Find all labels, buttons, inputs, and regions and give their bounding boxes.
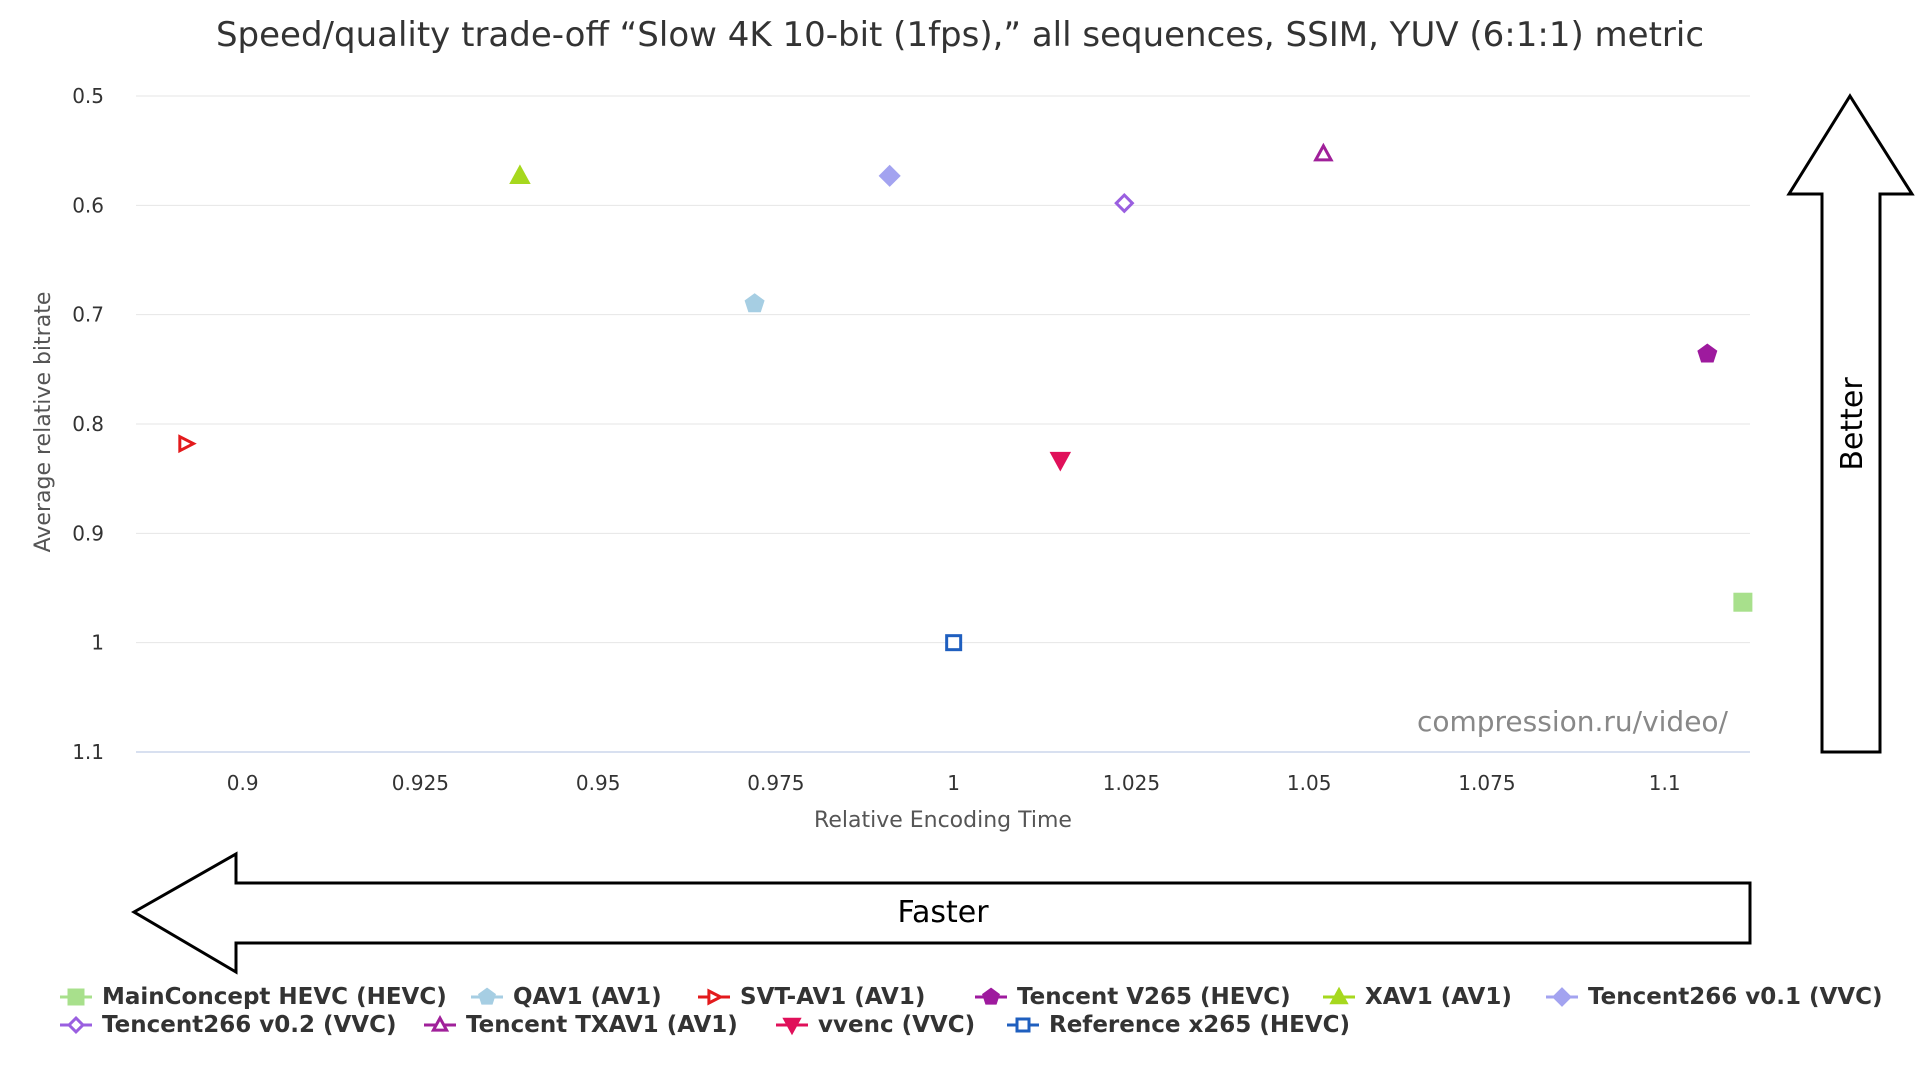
legend-item[interactable]: Tencent266 v0.1 (VVC): [1546, 984, 1882, 1010]
diamond-marker-icon: [878, 164, 901, 187]
legend-item[interactable]: QAV1 (AV1): [471, 984, 662, 1010]
y-tick-label: 0.7: [72, 303, 104, 327]
legend-item[interactable]: vvenc (VVC): [776, 1012, 975, 1038]
watermark-text: compression.ru/video/: [1417, 705, 1729, 738]
faster-arrow-icon: [131, 851, 1752, 975]
diamond-open-marker-icon: [66, 1015, 86, 1035]
data-point[interactable]: [1697, 343, 1718, 363]
legend-item[interactable]: Reference x265 (HEVC): [1007, 1012, 1350, 1038]
legend-item[interactable]: XAV1 (AV1): [1323, 984, 1512, 1010]
x-tick-label: 0.975: [747, 771, 804, 795]
x-tick-label: 1.1: [1649, 771, 1681, 795]
legend-label: MainConcept HEVC (HEVC): [102, 984, 447, 1010]
faster-arrow: Faster: [131, 851, 1752, 975]
square-marker-icon: [1733, 592, 1753, 612]
better-label: Better: [1835, 377, 1870, 471]
legend-item[interactable]: Tencent266 v0.2 (VVC): [60, 1012, 396, 1038]
data-point[interactable]: [1733, 592, 1753, 612]
data-point[interactable]: [178, 434, 197, 454]
triangle-right-open-marker-icon: [707, 988, 724, 1006]
x-tick-label: 1.025: [1103, 771, 1160, 795]
chart-legend: MainConcept HEVC (HEVC) QAV1 (AV1) SVT-AV1…: [60, 984, 1882, 1038]
pentagon-marker-icon: [982, 987, 1000, 1005]
legend-label: Tencent TXAV1 (AV1): [466, 1012, 738, 1038]
y-tick-label: 0.5: [72, 84, 104, 108]
y-axis-ticks: 0.5 0.6 0.7 0.8 0.9 1 1.1: [72, 84, 104, 764]
chart-title: Speed/quality trade-off “Slow 4K 10-bit …: [216, 15, 1704, 55]
data-point[interactable]: [1313, 142, 1334, 162]
triangle-up-open-marker-icon: [1313, 142, 1334, 162]
y-tick-label: 1: [91, 631, 104, 655]
y-tick-label: 0.8: [72, 412, 104, 436]
legend-item[interactable]: SVT-AV1 (AV1): [698, 984, 925, 1010]
y-tick-label: 0.9: [72, 521, 104, 545]
legend-label: Tencent266 v0.2 (VVC): [102, 1012, 396, 1038]
diamond-marker-icon: [1552, 987, 1572, 1007]
triangle-down-marker-icon: [1049, 451, 1072, 472]
x-tick-label: 0.95: [576, 771, 621, 795]
data-point[interactable]: [878, 164, 901, 187]
legend-item[interactable]: MainConcept HEVC (HEVC): [60, 984, 447, 1010]
legend-label: Tencent266 v0.1 (VVC): [1588, 984, 1882, 1010]
square-marker-icon: [67, 988, 85, 1006]
triangle-right-open-marker-icon: [178, 434, 197, 454]
legend-label: XAV1 (AV1): [1365, 984, 1512, 1010]
legend-label: SVT-AV1 (AV1): [740, 984, 925, 1010]
faster-label: Faster: [897, 895, 989, 930]
pentagon-marker-icon: [478, 987, 496, 1005]
data-point[interactable]: [509, 164, 531, 184]
legend-label: vvenc (VVC): [818, 1012, 975, 1038]
x-tick-label: 0.925: [392, 771, 449, 795]
data-point[interactable]: [945, 634, 963, 652]
legend-label: QAV1 (AV1): [513, 984, 662, 1010]
grid-lines: [136, 95, 1750, 644]
square-open-marker-icon: [945, 634, 963, 652]
triangle-up-marker-icon: [1329, 986, 1349, 1005]
x-tick-label: 1: [947, 771, 960, 795]
pentagon-marker-icon: [744, 293, 765, 313]
x-axis-ticks: 0.9 0.925 0.95 0.975 1 1.025 1.05 1.075 1.1: [227, 771, 1681, 795]
legend-item[interactable]: Tencent TXAV1 (AV1): [424, 1012, 738, 1038]
triangle-up-marker-icon: [509, 164, 531, 184]
legend-item[interactable]: Tencent V265 (HEVC): [975, 984, 1291, 1010]
better-arrow-icon: [1786, 93, 1915, 754]
x-tick-label: 1.05: [1287, 771, 1332, 795]
data-point[interactable]: [1049, 451, 1072, 472]
legend-label: Tencent V265 (HEVC): [1017, 984, 1291, 1010]
data-points: [178, 142, 1753, 652]
triangle-down-marker-icon: [782, 1017, 802, 1036]
y-tick-label: 1.1: [72, 740, 104, 764]
diamond-open-marker-icon: [1114, 192, 1135, 214]
x-axis-title: Relative Encoding Time: [814, 808, 1072, 833]
data-point[interactable]: [744, 293, 765, 313]
legend-label: Reference x265 (HEVC): [1049, 1012, 1350, 1038]
x-tick-label: 0.9: [227, 771, 259, 795]
y-tick-label: 0.6: [72, 193, 104, 217]
pentagon-marker-icon: [1697, 343, 1718, 363]
square-open-marker-icon: [1015, 1017, 1031, 1033]
x-tick-label: 1.075: [1458, 771, 1515, 795]
better-arrow: Better: [1786, 93, 1915, 754]
data-point[interactable]: [1114, 192, 1135, 214]
triangle-up-open-marker-icon: [430, 1014, 450, 1032]
y-axis-title: Average relative bitrate: [31, 292, 56, 553]
